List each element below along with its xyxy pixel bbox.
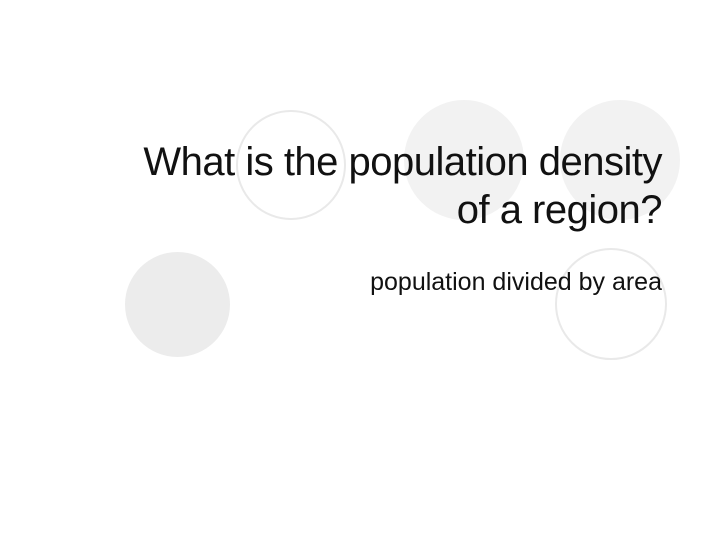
decorative-circle [555, 248, 667, 360]
slide-title: What is the population density of a regi… [62, 138, 662, 234]
slide-subtitle: population divided by area [62, 268, 662, 297]
title-line-2: of a region? [457, 188, 662, 232]
title-line-1: What is the population density [143, 140, 662, 184]
